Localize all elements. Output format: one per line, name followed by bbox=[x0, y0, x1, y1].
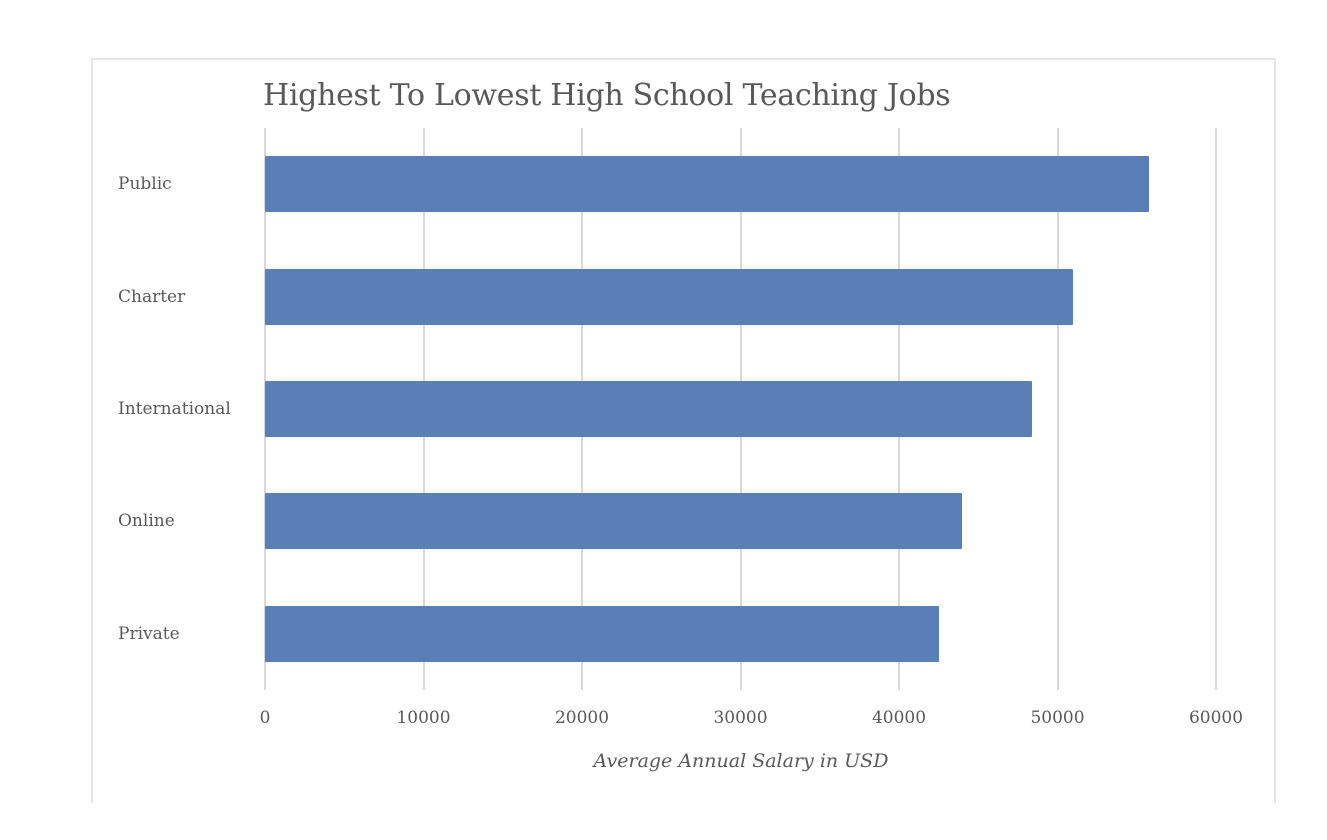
category-label: Private bbox=[118, 623, 180, 644]
chart-area bbox=[91, 58, 1276, 803]
category-label: International bbox=[118, 399, 231, 419]
x-tick-label: 30000 bbox=[713, 708, 768, 728]
x-tick-label: 50000 bbox=[1030, 708, 1085, 728]
bar-charter bbox=[265, 268, 1074, 325]
x-axis-title: Average Annual Salary in USD bbox=[593, 750, 889, 772]
bar-public bbox=[265, 156, 1150, 213]
plot-area bbox=[264, 128, 1217, 690]
category-label: Public bbox=[118, 174, 172, 195]
gridline bbox=[1215, 128, 1217, 690]
gridline bbox=[1056, 128, 1059, 690]
category-label: Charter bbox=[118, 286, 186, 307]
chart-title: Highest To Lowest High School Teaching J… bbox=[263, 78, 951, 113]
x-tick-label: 0 bbox=[259, 708, 271, 728]
x-tick-label: 40000 bbox=[871, 708, 927, 728]
bar-private bbox=[265, 605, 939, 662]
x-tick-label: 10000 bbox=[396, 708, 451, 728]
category-label: Online bbox=[118, 511, 175, 532]
bar-online bbox=[265, 493, 963, 550]
x-tick-label: 20000 bbox=[554, 708, 610, 728]
bar-international bbox=[265, 381, 1033, 437]
x-tick-label: 60000 bbox=[1188, 708, 1244, 728]
